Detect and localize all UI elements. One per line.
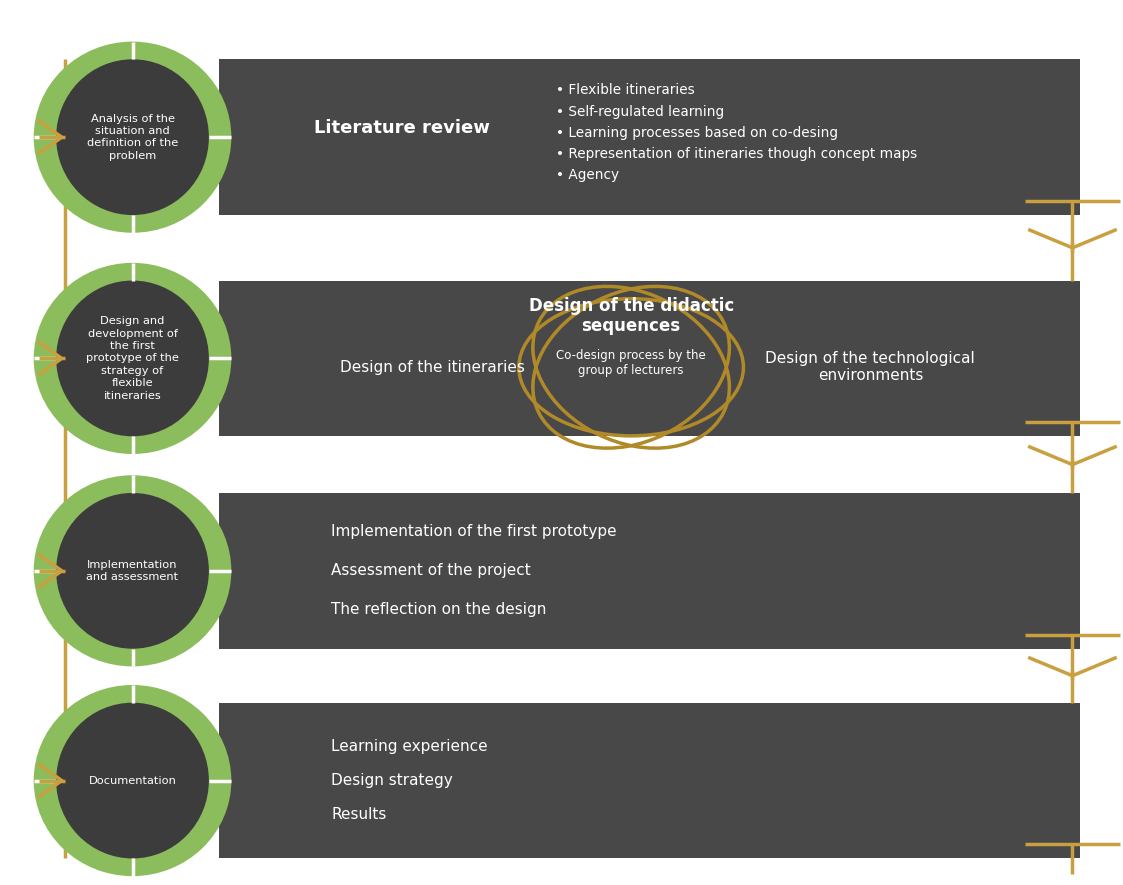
Text: Documentation: Documentation (89, 775, 176, 786)
Ellipse shape (56, 703, 209, 858)
Ellipse shape (56, 59, 209, 215)
Ellipse shape (34, 475, 231, 666)
Text: • Flexible itineraries
• Self-regulated learning
• Learning processes based on c: • Flexible itineraries • Self-regulated … (556, 83, 917, 182)
Text: Design of the didactic
sequences: Design of the didactic sequences (529, 296, 733, 335)
Bar (219, 703, 1080, 858)
Bar (219, 493, 1080, 649)
Ellipse shape (56, 281, 209, 436)
Text: Results: Results (331, 807, 386, 821)
Text: Design of the technological
environments: Design of the technological environments (766, 351, 975, 383)
Ellipse shape (56, 493, 209, 649)
Ellipse shape (34, 42, 231, 233)
Bar (219, 281, 1080, 436)
Ellipse shape (34, 685, 231, 876)
Bar (219, 59, 1080, 215)
Text: Assessment of the project: Assessment of the project (331, 564, 531, 578)
Text: Implementation of the first prototype: Implementation of the first prototype (331, 525, 617, 539)
Text: Analysis of the
situation and
definition of the
problem: Analysis of the situation and definition… (86, 113, 179, 161)
Text: Co-design process by the
group of lecturers: Co-design process by the group of lectur… (556, 349, 706, 377)
Text: Learning experience: Learning experience (331, 740, 487, 754)
Text: Design and
development of
the first
prototype of the
strategy of
flexible
itiner: Design and development of the first prot… (86, 316, 179, 401)
Text: Implementation
and assessment: Implementation and assessment (86, 559, 179, 582)
Ellipse shape (34, 263, 231, 454)
Text: Design of the itineraries: Design of the itineraries (340, 360, 524, 374)
Text: Literature review: Literature review (314, 119, 491, 137)
Text: The reflection on the design: The reflection on the design (331, 603, 547, 617)
Text: Design strategy: Design strategy (331, 773, 453, 788)
